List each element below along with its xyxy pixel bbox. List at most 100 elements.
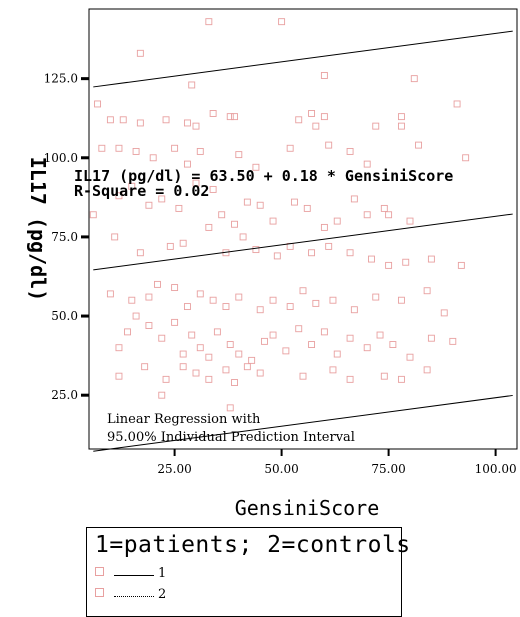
data-point [308, 341, 316, 348]
legend-label-2: 2 [158, 587, 167, 602]
data-point [320, 72, 328, 79]
data-point [188, 331, 196, 339]
data-point [295, 116, 303, 124]
data-point [205, 18, 213, 26]
data-point [192, 122, 200, 130]
data-point [158, 195, 166, 203]
data-point [376, 331, 384, 339]
y-tick-label: 100.0 [44, 151, 78, 165]
data-point [363, 211, 371, 219]
data-point [179, 350, 187, 358]
data-point [222, 366, 230, 374]
method-text-line2: 95.00% Individual Prediction Interval [107, 430, 355, 445]
data-point [363, 160, 371, 168]
data-point [320, 113, 328, 121]
data-point [205, 223, 213, 231]
data-point [128, 182, 136, 190]
data-point [141, 363, 149, 371]
data-point [329, 366, 337, 374]
data-point [350, 195, 358, 203]
data-point [385, 211, 393, 219]
data-point [231, 220, 238, 228]
data-point [196, 344, 204, 352]
data-point [440, 309, 448, 317]
data-point [299, 372, 307, 380]
data-point [183, 160, 191, 168]
data-point [252, 246, 260, 254]
data-point [325, 242, 333, 250]
legend-line-solid [114, 575, 154, 576]
data-point [346, 147, 354, 155]
data-point [333, 217, 341, 225]
data-point [183, 303, 191, 311]
data-point [231, 379, 238, 386]
data-point [372, 293, 380, 301]
data-point [397, 375, 405, 383]
legend-label-1: 1 [158, 566, 167, 581]
rsquare-text: R-Square = 0.02 [74, 182, 209, 200]
data-point [397, 296, 405, 304]
data-point [273, 252, 281, 260]
data-point [312, 122, 320, 130]
data-point [136, 119, 144, 127]
data-point [119, 116, 127, 124]
data-point [261, 337, 268, 345]
data-point [286, 303, 294, 311]
data-point [308, 249, 316, 257]
data-point [158, 334, 166, 342]
data-point [320, 223, 328, 231]
data-point [226, 404, 234, 412]
legend-title: 1=patients; 2=controls [95, 532, 411, 558]
data-point [166, 242, 174, 250]
equation-text: IL17 (pg/dl) = 63.50 + 0.18 * GensiniSco… [74, 167, 453, 185]
data-point [269, 331, 277, 339]
data-point [282, 347, 290, 355]
data-point [346, 375, 354, 383]
lower-prediction-line [93, 394, 513, 452]
data-point [106, 290, 114, 298]
data-point [136, 49, 144, 57]
data-point [209, 296, 217, 304]
data-point [222, 303, 230, 311]
data-point [175, 204, 183, 212]
data-point [325, 141, 333, 149]
data-point [145, 293, 153, 301]
data-point [179, 239, 187, 247]
data-point [423, 366, 431, 374]
chart: 25.0 50.0 75.0 100.0 125.0 25.00 50.00 75.00 100… [26, 8, 518, 520]
upper-prediction-line [93, 30, 513, 88]
data-point [115, 144, 123, 152]
data-point [320, 328, 328, 336]
legend-marker-square [95, 588, 104, 597]
data-point [115, 344, 123, 352]
data-point [226, 341, 234, 348]
data-point [205, 375, 213, 383]
data-point [171, 318, 179, 326]
data-point [231, 113, 238, 121]
x-tick-label: 50.00 [264, 462, 298, 476]
data-point [226, 113, 234, 121]
data-point [363, 344, 371, 352]
data-point [256, 306, 264, 314]
data-point [256, 201, 264, 209]
plot-frame [88, 8, 518, 450]
data-point [397, 122, 405, 130]
data-point [256, 369, 264, 377]
data-point [380, 204, 388, 212]
data-point [462, 154, 470, 162]
data-point [192, 179, 200, 187]
data-point [295, 325, 303, 333]
data-point [278, 18, 286, 26]
data-point [397, 113, 405, 121]
data-point [380, 372, 388, 380]
data-point [372, 122, 380, 130]
data-point [385, 261, 393, 269]
data-point [106, 116, 114, 124]
x-axis-label: GensiniScore [235, 496, 380, 520]
legend-line-dotted [114, 596, 154, 597]
data-point [350, 306, 358, 314]
data-point [410, 75, 418, 83]
data-point [128, 296, 136, 304]
data-point [94, 100, 102, 108]
data-point [188, 81, 196, 89]
